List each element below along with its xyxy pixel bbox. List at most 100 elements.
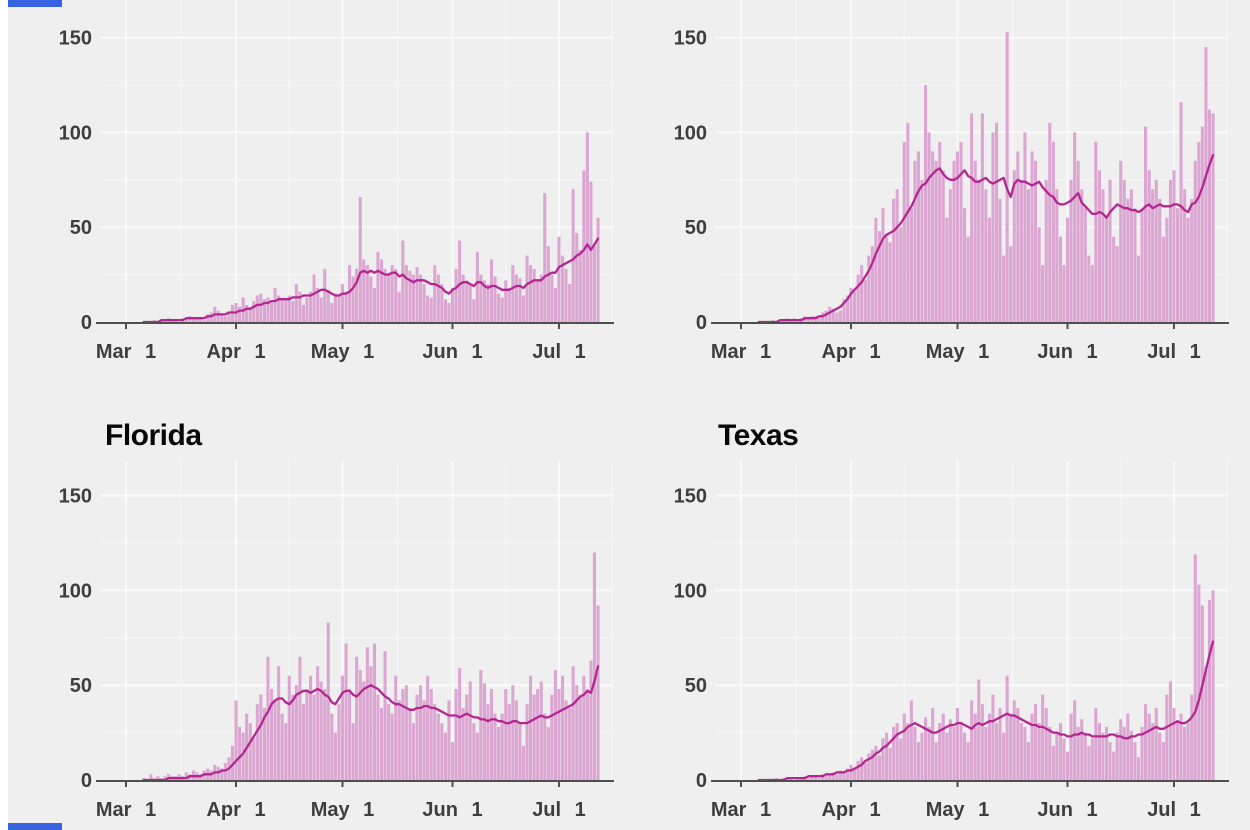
bar (390, 713, 394, 780)
bar (479, 670, 483, 780)
bar (458, 240, 462, 322)
x-tick-label: Jul 1 (532, 341, 586, 363)
bar (806, 318, 810, 322)
bar (184, 772, 188, 780)
bar (397, 291, 401, 322)
bar (1101, 189, 1105, 322)
x-tick-label: Apr 1 (821, 341, 880, 363)
bar (877, 231, 881, 322)
bar (1041, 694, 1045, 780)
bar (511, 265, 515, 322)
bar (998, 708, 1002, 780)
bar (806, 778, 810, 780)
bar (838, 310, 842, 322)
bar (539, 274, 543, 322)
bar (870, 749, 874, 780)
bar (500, 297, 504, 322)
bar (529, 675, 533, 780)
x-tick-label: Jun 1 (1037, 799, 1097, 821)
bar (995, 723, 999, 780)
bar (525, 704, 529, 780)
bar (529, 265, 533, 322)
bar (1051, 141, 1055, 322)
bar (853, 291, 857, 322)
bar (924, 85, 928, 322)
bar (842, 299, 846, 322)
bar (1168, 681, 1172, 780)
bar (1066, 751, 1070, 780)
bar (206, 314, 210, 322)
bar (493, 276, 497, 322)
bar (934, 160, 938, 322)
bar (348, 265, 352, 322)
bar (881, 738, 885, 780)
bar (376, 251, 380, 322)
bar (1204, 666, 1208, 780)
bar (521, 745, 525, 780)
bar (340, 675, 344, 780)
bar (1154, 708, 1158, 780)
bar (575, 232, 579, 322)
bar (358, 670, 362, 780)
bar (1044, 708, 1048, 780)
bar (316, 287, 320, 322)
daily-bars-series (774, 554, 1215, 780)
bar (1009, 246, 1013, 322)
bar (895, 189, 899, 322)
bar (486, 704, 490, 780)
bar (561, 255, 565, 322)
bar (330, 713, 334, 780)
bar (202, 320, 206, 322)
bar (1087, 745, 1091, 780)
bar (1144, 704, 1148, 780)
bar (259, 694, 263, 780)
bar (870, 246, 874, 322)
bar (966, 742, 970, 780)
bar (1158, 198, 1162, 322)
bar (262, 299, 266, 322)
bar (411, 723, 415, 780)
bar (344, 291, 348, 322)
bar (888, 747, 892, 780)
bar (270, 689, 274, 780)
y-tick-label: 50 (70, 217, 92, 239)
bar (468, 681, 472, 780)
bar (1062, 265, 1066, 322)
bar (1016, 708, 1020, 780)
bar (1190, 694, 1194, 780)
x-tick-label: Mar 1 (711, 799, 771, 821)
bar (931, 151, 935, 322)
bar (553, 287, 557, 322)
bar (1026, 189, 1030, 322)
bar (1147, 713, 1151, 780)
bar (419, 274, 423, 322)
y-tick-label: 150 (674, 28, 707, 50)
bar (312, 274, 316, 322)
bar (1066, 217, 1070, 322)
bar (351, 723, 355, 780)
x-tick-label: Mar 1 (96, 799, 156, 821)
bar (1165, 694, 1169, 780)
bar (568, 708, 572, 780)
bar (831, 308, 835, 322)
bar (426, 295, 430, 322)
bar (885, 236, 889, 322)
bar (440, 284, 444, 322)
bar (938, 723, 942, 780)
bar (536, 280, 540, 322)
y-tick-label: 150 (59, 486, 92, 508)
bar (465, 280, 469, 322)
bar (447, 700, 451, 780)
bar (1136, 255, 1140, 322)
bar (404, 265, 408, 322)
bar (220, 314, 224, 322)
bar (909, 208, 913, 322)
bar (1097, 723, 1101, 780)
chart-texas: 0 50 100 150 Mar 1 Apr 1 May 1 Jun 1 Jul 1 (674, 461, 1229, 821)
bar (294, 685, 298, 780)
bar (372, 287, 376, 322)
bar (1151, 723, 1155, 780)
bar (387, 272, 391, 322)
x-tick-label: Apr 1 (206, 799, 265, 821)
bar (383, 268, 387, 322)
